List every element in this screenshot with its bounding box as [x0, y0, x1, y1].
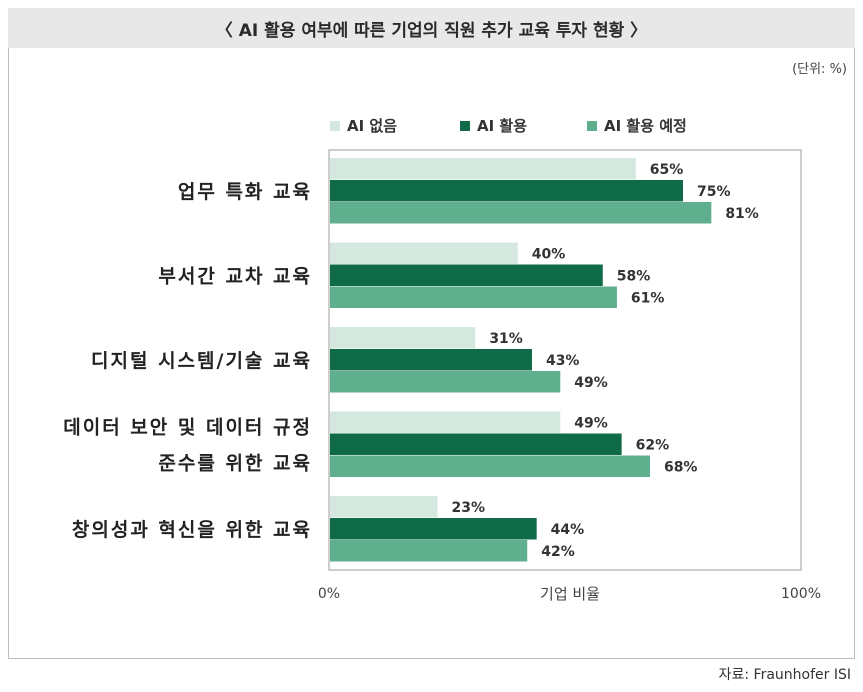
data-label: 61% [631, 290, 665, 306]
bar [330, 540, 528, 562]
bars [330, 158, 712, 562]
data-label: 43% [546, 353, 580, 369]
bar [330, 286, 617, 308]
data-label: 42% [541, 544, 575, 560]
bar [330, 411, 561, 433]
legend: AI 없음 AI 활용 AI 활용 예정 [330, 117, 687, 135]
legend-swatch [460, 121, 470, 131]
category-label: 준수를 위한 교육 [158, 452, 312, 474]
x-axis-label: 기업 비율 [540, 585, 600, 603]
source-note: 자료: Fraunhofer ISI [718, 667, 851, 683]
value-labels: 65% 75% 81% 40% 58% 61% 31% 43% 49% 49% 62% 68% 23% 4… [452, 162, 759, 560]
category-label: 디지털 시스템/기술 교육 [91, 350, 312, 372]
chart-title: 〈 AI 활용 여부에 따른 기업의 직원 추가 교육 투자 현황 〉 [8, 8, 855, 49]
legend-label: AI 활용 [477, 117, 527, 135]
unit-label: (단위: %) [792, 62, 847, 77]
bar [330, 455, 650, 477]
legend-swatch [330, 121, 340, 131]
data-label: 65% [650, 162, 684, 178]
category-label: 업무 특화 교육 [178, 181, 312, 203]
data-label: 44% [551, 522, 585, 538]
bar [330, 349, 532, 371]
bar [330, 496, 438, 518]
data-label: 40% [532, 246, 566, 262]
bar [330, 518, 537, 540]
category-label: 부서간 교차 교육 [158, 265, 312, 287]
bar [330, 371, 561, 393]
bar [330, 264, 603, 286]
data-label: 23% [452, 500, 486, 516]
bar [330, 202, 712, 224]
data-label: 49% [574, 415, 608, 431]
x-tick-label: 100% [781, 586, 821, 602]
x-tick-label: 0% [318, 586, 340, 602]
data-label: 49% [574, 375, 608, 391]
legend-swatch [587, 121, 597, 131]
data-label: 58% [617, 268, 651, 284]
legend-label: AI 없음 [347, 117, 397, 135]
category-label: 데이터 보안 및 데이터 규정 [63, 416, 312, 438]
data-label: 31% [489, 331, 523, 347]
data-label: 62% [636, 437, 670, 453]
bar [330, 433, 622, 455]
data-label: 68% [664, 459, 698, 475]
category-label: 창의성과 혁신을 위한 교육 [72, 519, 312, 541]
legend-label: AI 활용 예정 [604, 117, 687, 135]
plot-area [328, 149, 802, 571]
bar [330, 158, 636, 180]
bar [330, 180, 683, 202]
data-label: 75% [697, 184, 731, 200]
data-label: 81% [725, 206, 759, 222]
bar [330, 242, 518, 264]
bar [330, 327, 476, 349]
